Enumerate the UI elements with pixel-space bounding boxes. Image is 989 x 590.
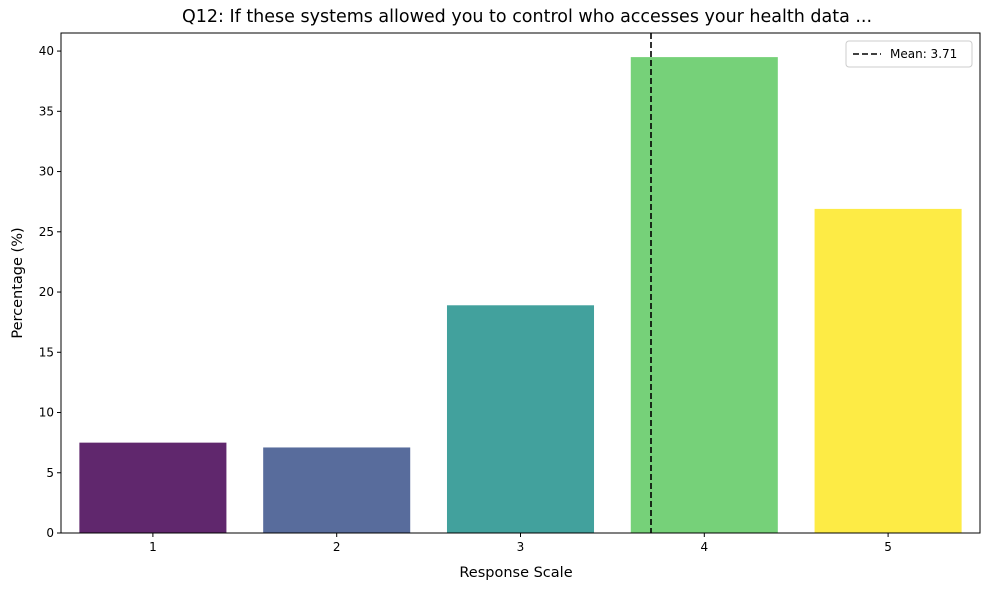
legend-entry-mean: Mean: 3.71 xyxy=(890,47,957,61)
bars-layer xyxy=(79,57,962,533)
bar-4 xyxy=(630,57,778,533)
legend: Mean: 3.71 xyxy=(845,40,973,68)
y-tick-label-5: 5 xyxy=(46,466,54,480)
x-tick-label-5: 5 xyxy=(884,540,892,554)
y-tick-label-30: 30 xyxy=(39,165,54,179)
chart-title: Q12: If these systems allowed you to con… xyxy=(182,7,872,27)
x-tick-label-3: 3 xyxy=(517,540,525,554)
y-tick-label-25: 25 xyxy=(39,225,54,239)
y-tick-label-15: 15 xyxy=(39,345,54,359)
x-tick-label-4: 4 xyxy=(700,540,708,554)
bar-5 xyxy=(814,208,962,533)
y-tick-label-0: 0 xyxy=(46,526,54,540)
bar-2 xyxy=(263,447,411,533)
bar-1 xyxy=(79,442,227,533)
x-axis-title: Response Scale xyxy=(459,565,572,581)
x-tick-label-1: 1 xyxy=(149,540,157,554)
y-ticks-layer: 0 5 10 15 20 25 30 35 40 xyxy=(39,44,61,540)
y-tick-label-35: 35 xyxy=(39,104,54,118)
x-ticks-layer: 1 2 3 4 5 xyxy=(149,533,892,554)
y-tick-label-20: 20 xyxy=(39,285,54,299)
y-tick-label-10: 10 xyxy=(39,406,54,420)
bar-3 xyxy=(446,305,595,533)
y-tick-label-40: 40 xyxy=(39,44,54,58)
x-tick-label-2: 2 xyxy=(333,540,341,554)
legend-box xyxy=(845,40,973,68)
y-axis-title: Percentage (%) xyxy=(10,227,26,338)
